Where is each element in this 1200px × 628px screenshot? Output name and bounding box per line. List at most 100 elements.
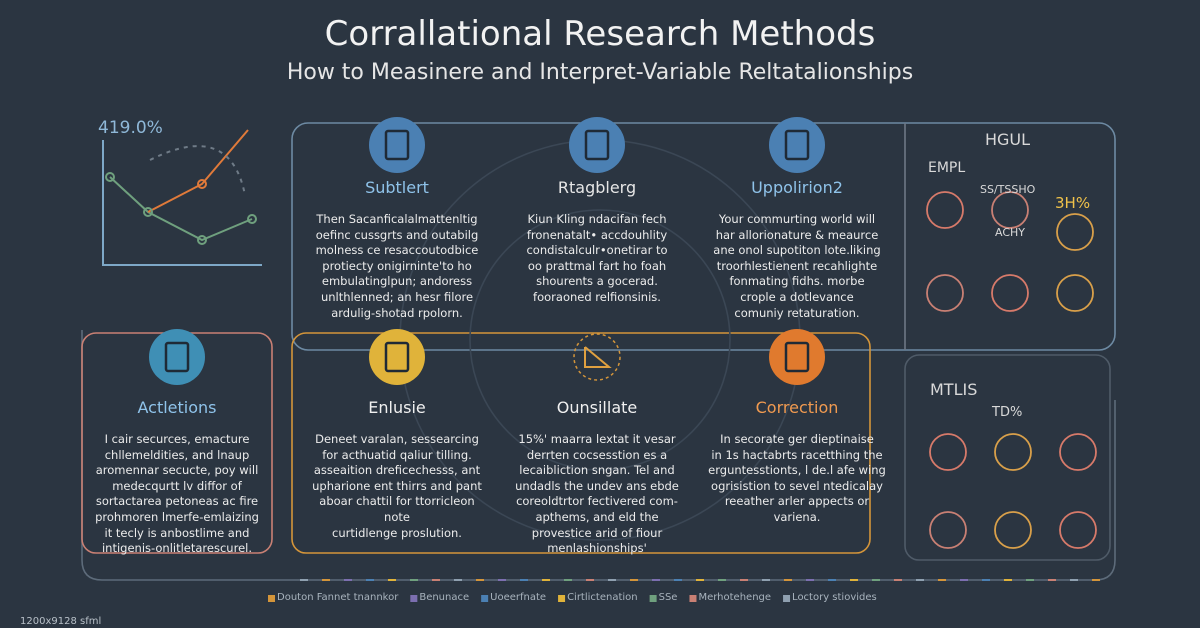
card-text: apthems, and eld the (535, 510, 659, 524)
icon-glyph (784, 341, 810, 373)
card-text: aromennar secucte, poy will (95, 463, 259, 478)
icon-glyph (584, 129, 610, 161)
legend-label: Benunace (419, 592, 470, 603)
card-text: oefinc cussgrts and outabilg (315, 227, 479, 242)
card-text: chllemeldities, and lnaup (104, 447, 250, 462)
card-text: condistalculr•onetirar to (526, 243, 668, 258)
legend-label: Cirtlictenation (567, 592, 638, 603)
side-label: TD% (992, 405, 1023, 420)
icon (369, 329, 425, 385)
side-icon (1056, 213, 1094, 251)
side-label: ACHY (995, 226, 1026, 239)
card-title: Uppolirion2 (751, 178, 843, 197)
frame-lines (81, 122, 1116, 581)
side-icon (1059, 433, 1097, 471)
legend-swatch (410, 595, 418, 602)
side-title: MTLIS (930, 380, 978, 399)
side-icon (926, 191, 964, 229)
legend-label: SSe (658, 592, 678, 603)
legend-label: Douton Fannet tnannkor (277, 592, 399, 603)
bottom-frame (291, 332, 871, 554)
point (247, 214, 257, 224)
side-icon (929, 511, 967, 549)
card-text: I cair securces, emacture (104, 432, 250, 446)
legend-swatch (783, 595, 791, 602)
card-text: ane onol supotiton lote.liking (713, 243, 881, 258)
point (105, 172, 115, 182)
icon-glyph (164, 341, 190, 373)
card-text: Then Sacanficalalmattenltig (316, 212, 478, 226)
dashes (149, 145, 246, 196)
card-text: unlthlenned; an hesr filore (320, 290, 474, 304)
card-text: Kiun Kling ndacifan fech (527, 212, 667, 226)
card-text: menlashionships' (547, 541, 647, 556)
legend-label: Uoeerfnate (490, 592, 547, 603)
card-text: fronenatalt• accdouhlity (526, 227, 668, 242)
legend-label: Loctory stiovides (792, 592, 877, 603)
card-text: for acthuatid qaliur tilling. (322, 447, 472, 462)
side-label: SS/TSSHO (980, 183, 1036, 196)
side-icon (994, 511, 1032, 549)
legend-label: Merhotehenge (698, 592, 772, 603)
point (143, 207, 153, 217)
card-text: troorhlestienent recahlighte (716, 258, 878, 273)
card-text: protiecty onigirninte'to ho (322, 258, 472, 273)
card-text: variena. (773, 510, 821, 524)
side-title: HGUL (985, 130, 1031, 149)
icon-glyph (584, 346, 612, 368)
legend-swatch (481, 595, 489, 602)
card-text: reeather arler appects or (724, 494, 870, 509)
card-text: note (384, 510, 410, 524)
legend-swatch (268, 595, 275, 602)
card-text: ardulig-shotad rpolorn. (331, 305, 463, 320)
corner-note: 1200x9128 sfml (20, 616, 102, 627)
card-text: provestice arid of fiour (531, 525, 663, 540)
legend-swatch (689, 595, 697, 602)
point (197, 235, 207, 245)
card-text: medecqurtt lv diffor of (112, 478, 242, 493)
card-text: curtidlenge proslution. (332, 525, 462, 540)
icon-glyph (784, 129, 810, 161)
card-text: molness ce resaccoutodbice (315, 243, 479, 258)
axis (102, 140, 262, 266)
point (197, 179, 207, 189)
side-icon (1056, 274, 1094, 312)
card-text: shourents a gocerad. (536, 274, 658, 289)
icon (369, 117, 425, 173)
card-text: it tecly is anbostlime and (104, 525, 250, 540)
icon-glyph (384, 129, 410, 161)
side-icon (1059, 511, 1097, 549)
card-text: har allorionature & meaurce (715, 227, 879, 242)
card-title: Rtagblerg (557, 178, 637, 197)
side-icon (991, 274, 1029, 312)
side-icon (929, 433, 967, 471)
card-text: Your commurting world will (718, 212, 876, 226)
icon (769, 329, 825, 385)
card-text: Deneet varalan, sessearcing (315, 432, 479, 446)
icon-glyph (384, 341, 410, 373)
side-label: EMPL (928, 160, 966, 176)
card-text: 15%' maarra lextat it vesar (518, 432, 676, 446)
card-text: lecaibliction sngan. Tel and (519, 463, 675, 478)
card-title: Actletions (137, 398, 217, 417)
side-icon (991, 191, 1029, 229)
card-text: asseaition dreficechesss, ant (313, 463, 481, 478)
card-text: upharione ent thirrs and pant (312, 478, 482, 493)
card-text: in 1s hactabrts racetthing the (711, 447, 883, 462)
card-title: Enlusie (368, 398, 426, 417)
icon (573, 333, 621, 381)
chart-label: 419.0% (98, 118, 163, 138)
side-icon (926, 274, 964, 312)
card-text: comuniy retaturation. (734, 305, 860, 320)
card-text: crople a dotlevance (740, 290, 854, 304)
mini-chart (102, 129, 262, 266)
icon (769, 117, 825, 173)
bg-circle (469, 209, 731, 471)
outer-frame (81, 330, 1116, 581)
card-text: undadls the undev ans ebde (515, 478, 679, 493)
card-text: embulatinglpun; andoress (321, 274, 473, 289)
right-frame (904, 354, 1111, 561)
card-text: fonmating fidhs. morbe (729, 274, 865, 289)
